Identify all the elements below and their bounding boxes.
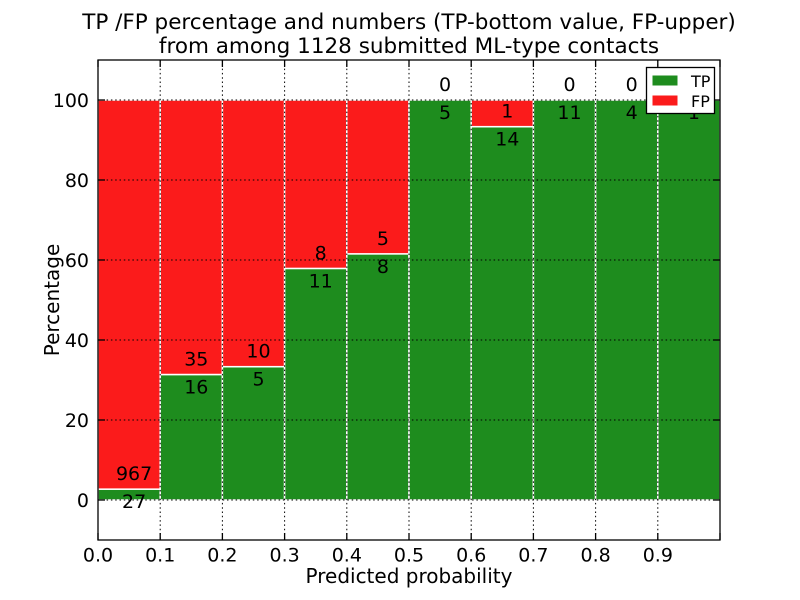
bar-tp-count-label: 16 <box>184 377 208 399</box>
bar-value-labels: 96727351610581158051140110401 <box>116 74 700 513</box>
y-tick-label: 100 <box>53 90 89 112</box>
x-tick-label: 0.0 <box>83 545 113 567</box>
y-tick-label: 20 <box>65 410 89 432</box>
bar-fp-count-label: 10 <box>246 341 270 363</box>
bar-tp-count-label: 4 <box>626 102 638 124</box>
legend-box <box>645 66 716 115</box>
bar-tp-count-label: 8 <box>377 256 389 278</box>
bar-fp-segment <box>470 99 535 128</box>
bar-tp-segment <box>657 99 721 501</box>
bar-fp-count-label: 0 <box>626 74 638 96</box>
grid-layer <box>98 60 720 540</box>
y-tick-label: 40 <box>65 330 89 352</box>
bar-fp-count-label: 5 <box>377 228 389 250</box>
bar-tp-count-label: 5 <box>252 369 264 391</box>
bar-tp-segment <box>346 253 410 501</box>
y-axis-label: Percentage <box>40 244 64 357</box>
bars-layer <box>97 99 721 501</box>
y-tick-label: 60 <box>65 250 89 272</box>
bar-tp-segment <box>532 99 597 501</box>
x-axis-label: Predicted probability <box>306 564 513 588</box>
x-tick-label: 0.6 <box>456 545 486 567</box>
bar-fp-count-label: 8 <box>315 242 327 264</box>
x-tick-label: 0.1 <box>145 545 175 567</box>
bar-fp-segment <box>159 99 224 376</box>
bar-tp-count-label: 14 <box>495 129 519 151</box>
legend-swatch-tp <box>652 75 678 86</box>
bar-fp-segment <box>221 99 286 368</box>
legend-swatch-fp <box>652 95 678 106</box>
x-tick-label: 0.3 <box>269 545 299 567</box>
bar-fp-segment <box>283 99 348 270</box>
x-tick-label: 0.9 <box>643 545 673 567</box>
bar-tp-segment <box>470 125 535 501</box>
tick-label-layer: 0.0 0.1 0.2 0.3 0.4 0.5 0.6 0.7 0.8 0.9 0 20 40 60 80 1… <box>53 90 673 567</box>
chart-title-line-1: TP /FP percentage and numbers (TP-bottom… <box>81 10 736 35</box>
bar-fp-segment <box>97 99 161 490</box>
bar-tp-segment <box>594 99 659 501</box>
bar-fp-count-label: 0 <box>563 74 575 96</box>
legend: TP FP <box>645 66 716 115</box>
tick-layer <box>97 60 721 540</box>
legend-label-fp: FP <box>691 92 710 111</box>
bar-tp-segment <box>283 267 348 501</box>
x-tick-label: 0.8 <box>580 545 610 567</box>
bar-fp-count-label: 35 <box>184 349 208 371</box>
x-tick-label: 0.4 <box>332 545 362 567</box>
bar-fp-count-label: 0 <box>439 74 451 96</box>
bar-tp-count-label: 11 <box>309 270 333 292</box>
x-tick-label: 0.7 <box>518 545 548 567</box>
axes-border <box>97 59 721 541</box>
bar-tp-count-label: 11 <box>557 102 581 124</box>
legend-label-tp: TP <box>690 72 711 91</box>
bar-tp-count-label: 27 <box>122 491 146 513</box>
x-tick-label: 0.5 <box>394 545 424 567</box>
y-tick-label: 80 <box>65 170 89 192</box>
chart-title-line-2: from among 1128 submitted ML-type contac… <box>159 34 659 59</box>
bar-tp-segment <box>159 373 224 501</box>
y-tick-label: 0 <box>77 490 89 512</box>
bar-fp-count-label: 1 <box>501 101 513 123</box>
bar-tp-segment <box>408 99 472 501</box>
bar-tp-count-label: 5 <box>439 102 451 124</box>
x-tick-label: 0.2 <box>207 545 237 567</box>
bar-fp-count-label: 967 <box>116 463 152 485</box>
